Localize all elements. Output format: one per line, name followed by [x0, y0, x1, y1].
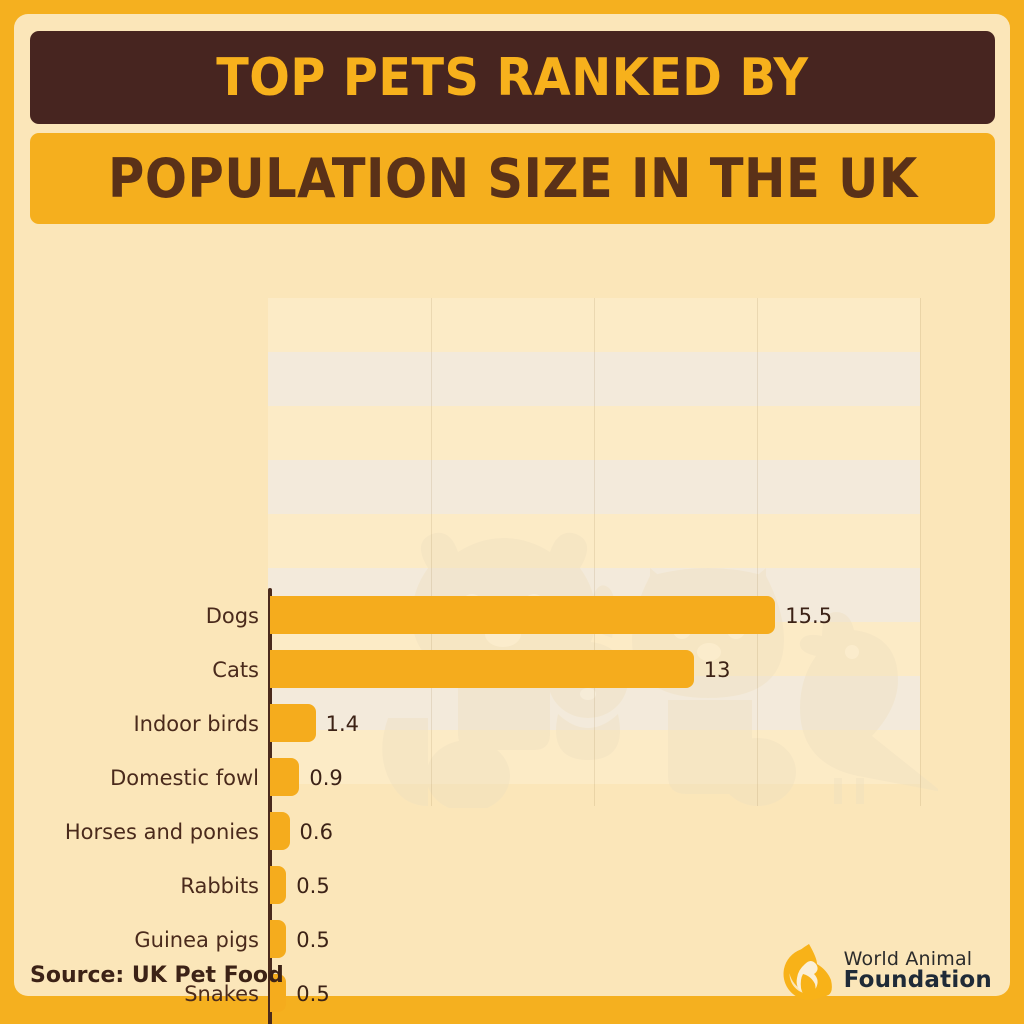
bar-value-label: 1.4 — [325, 712, 360, 736]
bar-row: Cats 13 — [0, 642, 1024, 696]
row-band — [268, 514, 920, 568]
row-band — [268, 352, 920, 406]
title-line-2: POPULATION SIZE IN THE UK — [107, 146, 918, 210]
category-label: Dogs — [205, 604, 259, 628]
y-axis-line — [268, 588, 272, 1024]
title-banner-secondary: POPULATION SIZE IN THE UK — [30, 133, 995, 224]
bar[interactable] — [270, 596, 776, 634]
bar-chart: 0 Million5 Million10 Million15 Million20… — [0, 290, 1024, 1024]
bar-value-label: 0.5 — [296, 874, 330, 898]
bar[interactable] — [270, 812, 290, 850]
foundation-logo-icon — [783, 944, 832, 1000]
bar[interactable] — [270, 974, 287, 1012]
bar-row: Domestic fowl 0.9 — [0, 750, 1024, 804]
logo-wordmark: World Animal Foundation — [843, 947, 992, 993]
category-label: Indoor birds — [133, 712, 259, 736]
bar-row: Pigeons0.5 — [0, 1020, 1024, 1024]
bar-value-label: 0.5 — [296, 928, 330, 952]
bar-row: Dogs 15.5 — [0, 588, 1024, 642]
row-band — [268, 406, 920, 460]
bar-row: Horses and ponies 0.6 — [0, 804, 1024, 858]
gridline — [920, 298, 921, 806]
bar[interactable] — [270, 920, 287, 958]
bar-value-label: 0.5 — [296, 982, 330, 1006]
gridline — [594, 298, 595, 806]
category-label: Snakes — [184, 982, 259, 1006]
logo-text-top: World Animal — [843, 947, 973, 970]
bar[interactable] — [270, 704, 316, 742]
gridline — [431, 298, 432, 806]
row-band — [268, 460, 920, 514]
category-label: Cats — [212, 658, 259, 682]
category-label: Rabbits — [180, 874, 259, 898]
category-label: Domestic fowl — [110, 766, 259, 790]
bar-value-label: 0.6 — [299, 820, 333, 844]
bar-value-label: 13 — [703, 658, 731, 682]
bar[interactable] — [270, 758, 300, 796]
bar-row: Snakes 0.5 — [0, 966, 1024, 1020]
logo-text-bottom: Foundation — [843, 966, 992, 993]
row-band — [268, 730, 920, 784]
category-label: Guinea pigs — [134, 928, 259, 952]
title-line-1: TOP PETS RANKED BY — [216, 47, 809, 108]
bar[interactable] — [270, 866, 287, 904]
bar[interactable] — [270, 650, 694, 688]
bar-value-label: 0.9 — [309, 766, 343, 790]
bar-row: Rabbits 0.5 — [0, 858, 1024, 912]
world-animal-foundation-logo[interactable]: World Animal Foundation — [783, 942, 992, 1000]
source-note: Source: UK Pet Food — [30, 963, 284, 988]
row-band — [268, 298, 920, 352]
title-banner-primary: TOP PETS RANKED BY — [30, 31, 995, 124]
gridline — [757, 298, 758, 806]
bar-row: Guinea pigs 0.5 — [0, 912, 1024, 966]
category-label: Horses and ponies — [64, 820, 259, 844]
bar-value-label: 15.5 — [785, 604, 833, 628]
bar-row: Indoor birds 1.4 — [0, 696, 1024, 750]
